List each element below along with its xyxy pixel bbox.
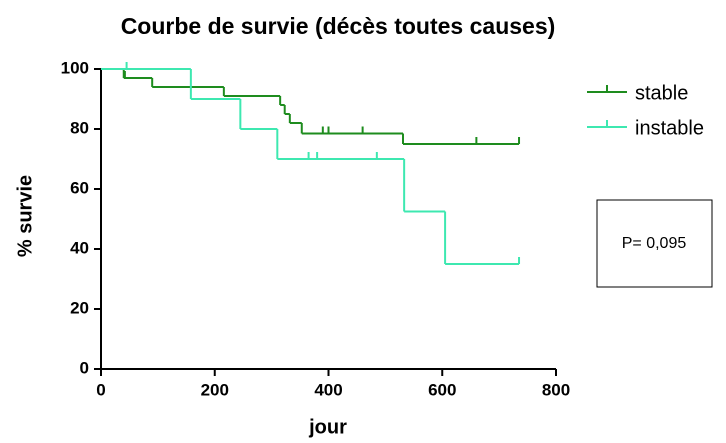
x-axis-label: jour	[308, 416, 347, 438]
y-tick-label: 80	[70, 118, 89, 137]
y-tick-label: 60	[70, 178, 89, 197]
annotation-box	[596, 199, 713, 288]
legend-label: instable	[635, 117, 704, 139]
x-tick-label: 800	[542, 380, 570, 399]
y-tick-label: 20	[70, 298, 89, 317]
chart-title: Courbe de survie (décès toutes causes)	[121, 13, 556, 39]
x-tick-label: 600	[428, 380, 456, 399]
y-tick-label: 100	[61, 58, 89, 77]
x-tick-label: 400	[314, 380, 342, 399]
y-tick-label: 0	[80, 358, 89, 377]
x-tick-label: 200	[201, 380, 229, 399]
y-tick-label: 40	[70, 238, 89, 257]
legend-label: stable	[635, 82, 688, 104]
y-axis-label: % survie	[14, 175, 36, 257]
x-tick-label: 0	[96, 380, 105, 399]
annotation: P= 0,095	[622, 235, 687, 252]
